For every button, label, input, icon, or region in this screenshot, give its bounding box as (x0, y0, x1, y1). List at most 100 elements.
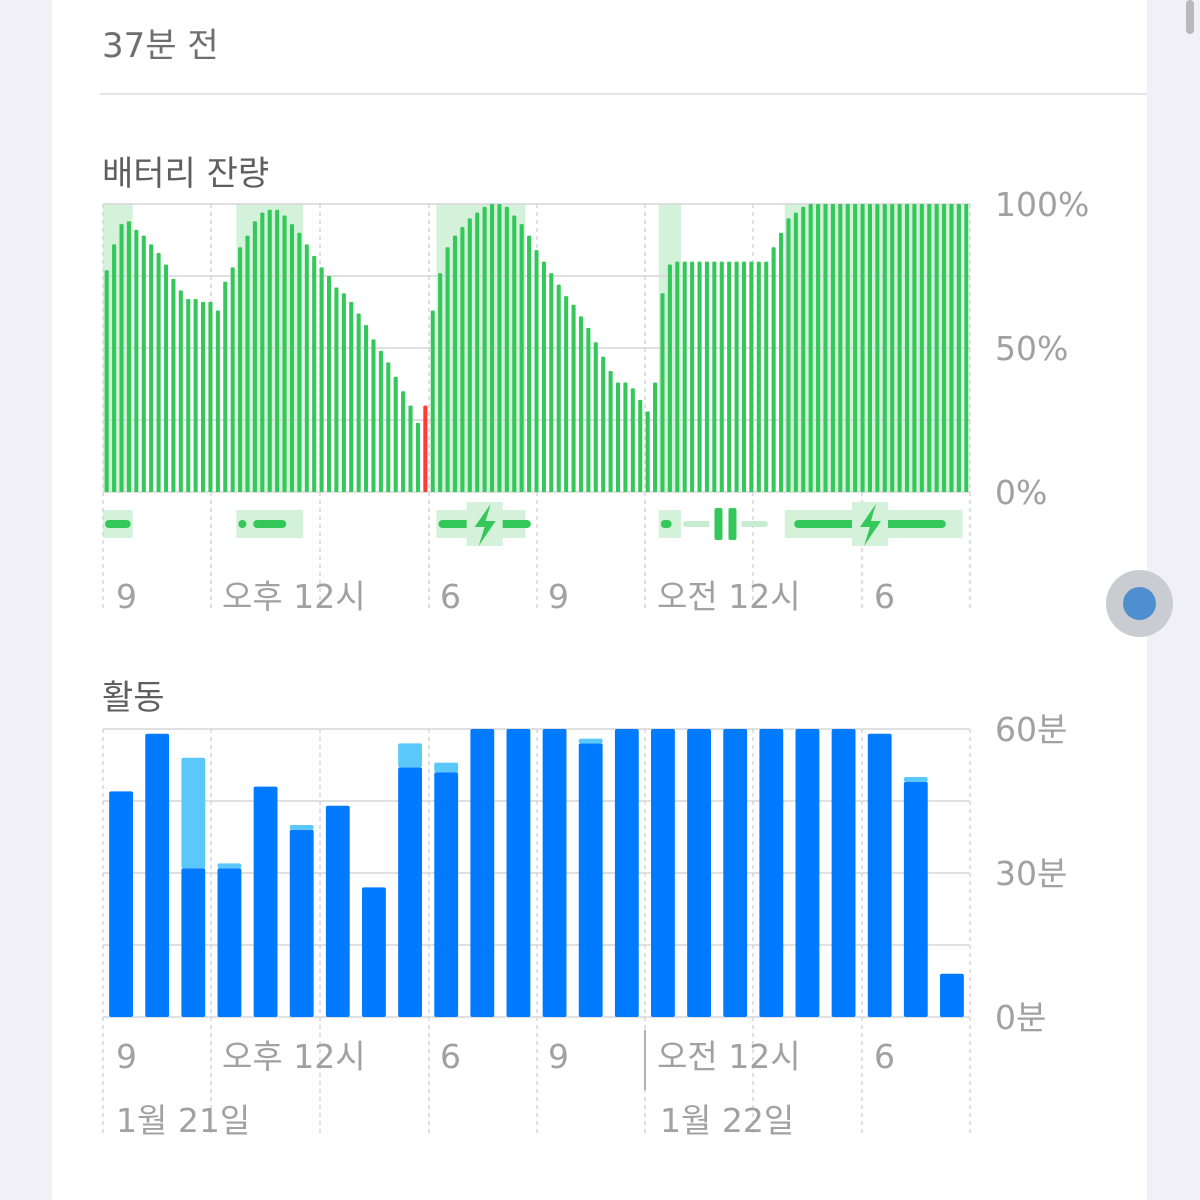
battery-bar[interactable] (860, 204, 865, 492)
battery-level-chart[interactable]: 100% 50% 0% 9 오후 12시 6 9 오전 12시 6 (0, 0, 1200, 640)
activity-bar-screen-on[interactable] (434, 772, 459, 1017)
battery-bar[interactable] (149, 244, 154, 492)
battery-bar[interactable] (882, 204, 887, 492)
activity-bar-screen-off[interactable] (434, 762, 459, 773)
battery-bar[interactable] (319, 267, 324, 492)
battery-bar[interactable] (942, 204, 947, 492)
battery-bar[interactable] (527, 235, 532, 492)
battery-bar[interactable] (475, 212, 480, 492)
battery-bar[interactable] (749, 261, 754, 492)
battery-bar[interactable] (816, 204, 821, 492)
battery-bar[interactable] (326, 276, 332, 492)
activity-bar-screen-on[interactable] (651, 729, 675, 1017)
battery-bar[interactable] (793, 212, 798, 492)
activity-bar-screen-on[interactable] (145, 733, 170, 1017)
battery-bar[interactable] (578, 316, 583, 492)
battery-bar[interactable] (171, 278, 176, 492)
activity-bar-screen-off[interactable] (217, 863, 242, 869)
activity-bar-screen-on[interactable] (578, 743, 603, 1017)
battery-bar[interactable] (919, 204, 924, 492)
battery-bar[interactable] (201, 301, 206, 492)
battery-bar[interactable] (771, 247, 776, 492)
activity-bar-screen-off[interactable] (578, 738, 603, 744)
battery-bar[interactable] (408, 405, 413, 492)
battery-bar[interactable] (727, 261, 732, 492)
battery-bar[interactable] (356, 313, 361, 492)
battery-bar[interactable] (786, 218, 791, 492)
battery-bar[interactable] (386, 362, 391, 492)
battery-bar[interactable] (282, 215, 287, 492)
battery-bar[interactable] (601, 356, 606, 492)
battery-bar[interactable] (645, 411, 650, 492)
battery-bar[interactable] (853, 204, 858, 492)
battery-bar[interactable] (623, 382, 628, 492)
battery-bar[interactable] (245, 235, 250, 492)
battery-bar[interactable] (593, 342, 598, 492)
battery-bar[interactable] (341, 293, 346, 492)
battery-bar[interactable] (223, 281, 228, 492)
activity-bar-screen-on[interactable] (362, 887, 386, 1017)
activity-bar-screen-on[interactable] (325, 805, 350, 1017)
battery-bar[interactable] (401, 391, 406, 492)
battery-bar[interactable] (371, 339, 376, 492)
battery-bar[interactable] (289, 224, 294, 492)
battery-bar[interactable] (297, 232, 302, 493)
battery-bar[interactable] (467, 218, 472, 492)
activity-bar-screen-on[interactable] (217, 868, 242, 1017)
battery-bar[interactable] (423, 405, 428, 492)
battery-bar[interactable] (779, 232, 784, 493)
battery-bar[interactable] (378, 350, 383, 492)
battery-bar[interactable] (134, 229, 139, 493)
battery-bar[interactable] (304, 244, 309, 492)
battery-bar[interactable] (608, 371, 613, 492)
battery-bar[interactable] (163, 264, 169, 492)
battery-bar[interactable] (823, 204, 828, 492)
battery-bar[interactable] (208, 301, 213, 492)
battery-bar[interactable] (756, 261, 761, 492)
assistive-touch-button[interactable] (1106, 570, 1173, 637)
activity-bar-screen-on[interactable] (687, 729, 711, 1017)
battery-bar[interactable] (734, 261, 739, 492)
battery-bar[interactable] (897, 204, 902, 492)
battery-bar[interactable] (660, 293, 665, 492)
battery-bar[interactable] (460, 227, 465, 493)
battery-bar[interactable] (482, 206, 487, 492)
battery-bar[interactable] (490, 204, 495, 492)
battery-bar[interactable] (890, 204, 895, 492)
activity-bar-screen-off[interactable] (903, 777, 928, 782)
battery-bar[interactable] (104, 270, 109, 492)
battery-bar[interactable] (682, 261, 687, 492)
battery-bar[interactable] (667, 264, 672, 492)
battery-bar[interactable] (556, 284, 561, 492)
battery-bar[interactable] (230, 267, 235, 492)
activity-bar-screen-on[interactable] (181, 868, 206, 1017)
battery-bar[interactable] (638, 399, 643, 492)
battery-bar[interactable] (615, 382, 621, 492)
battery-bar[interactable] (186, 299, 191, 492)
battery-bar[interactable] (704, 261, 709, 492)
activity-bar-screen-on[interactable] (253, 786, 278, 1017)
activity-bar-screen-on[interactable] (903, 781, 928, 1017)
activity-bar-screen-off[interactable] (181, 757, 206, 869)
battery-bar[interactable] (964, 204, 969, 492)
activity-bar-screen-on[interactable] (542, 729, 567, 1017)
activity-bar-screen-on[interactable] (831, 729, 856, 1017)
battery-bar[interactable] (445, 247, 450, 492)
activity-bar-screen-on[interactable] (398, 767, 422, 1017)
battery-bar[interactable] (549, 273, 554, 492)
battery-bar[interactable] (741, 261, 747, 492)
activity-bar-screen-off[interactable] (289, 825, 314, 830)
battery-bar[interactable] (438, 273, 443, 492)
battery-bar[interactable] (697, 261, 702, 492)
battery-bar[interactable] (764, 261, 769, 492)
battery-bar[interactable] (415, 422, 420, 492)
battery-bar[interactable] (312, 255, 317, 492)
battery-bar[interactable] (541, 261, 546, 492)
scrollbar-thumb[interactable] (1186, 0, 1194, 34)
battery-bar[interactable] (845, 204, 850, 492)
battery-bar[interactable] (215, 310, 220, 492)
battery-bar[interactable] (712, 261, 717, 492)
activity-bar-screen-on[interactable] (940, 973, 964, 1017)
battery-bar[interactable] (238, 247, 243, 492)
